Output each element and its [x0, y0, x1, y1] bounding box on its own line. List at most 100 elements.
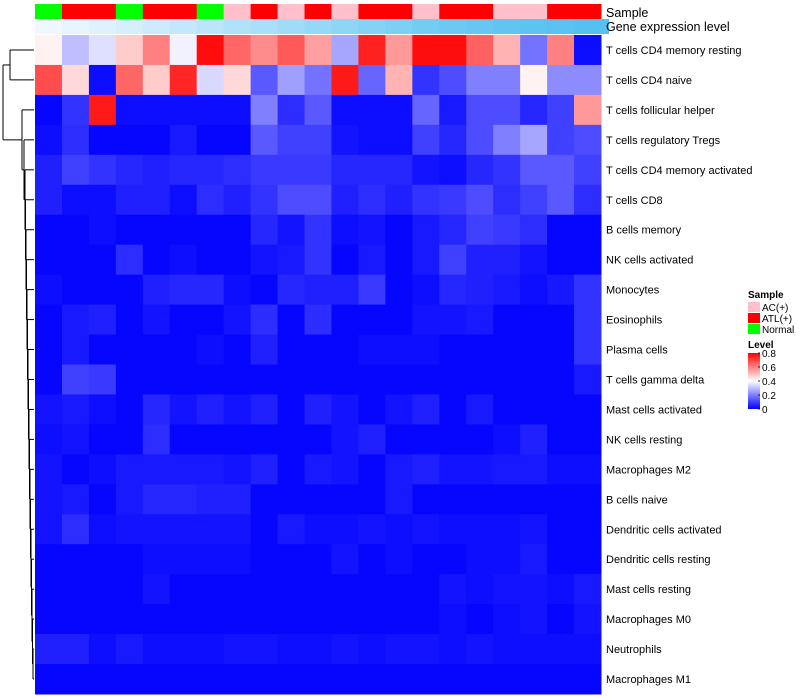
heatmap-cell [223, 304, 252, 336]
heatmap-cell [61, 214, 90, 246]
heatmap-cell [574, 274, 602, 306]
heatmap-cell [439, 64, 467, 96]
heatmap-cell [61, 184, 90, 216]
expression-annotation-cell [223, 19, 252, 34]
heatmap-cell [385, 154, 413, 186]
heatmap-cell [385, 364, 413, 395]
heatmap-cell [574, 544, 602, 575]
heatmap-cell [61, 664, 90, 695]
heatmap-cell [115, 364, 144, 395]
heatmap-cell [250, 484, 279, 515]
expression-annotation-cell [439, 19, 467, 34]
heatmap-cell [358, 544, 386, 575]
heatmap-cell [547, 604, 575, 635]
row-label: T cells CD4 naive [606, 75, 692, 87]
heatmap-cell [196, 664, 225, 695]
heatmap-cell [304, 304, 332, 336]
heatmap-cell [412, 664, 440, 695]
heatmap-cell [277, 244, 306, 276]
heatmap-cell [547, 304, 575, 336]
heatmap-cell [277, 154, 306, 186]
heatmap-cell [466, 604, 494, 635]
heatmap-cell [223, 124, 252, 156]
heatmap-cell [304, 484, 332, 515]
heatmap-cell [277, 664, 306, 695]
sample-annotation-cell [466, 4, 494, 19]
sample-annotation-cell [574, 4, 602, 19]
heatmap-cell [439, 364, 467, 395]
row-label: T cells CD8 [606, 195, 663, 207]
row-label: T cells gamma delta [606, 374, 705, 386]
heatmap-cell [35, 634, 63, 665]
heatmap-cell [493, 394, 521, 425]
expression-annotation-cell [547, 19, 575, 34]
heatmap-cell [412, 394, 440, 425]
heatmap-cell [115, 94, 144, 126]
heatmap-cell [358, 364, 386, 395]
heatmap-cell [169, 364, 198, 395]
heatmap-cell [520, 604, 548, 635]
heatmap-cell [88, 94, 117, 126]
heatmap-cell [142, 664, 171, 695]
heatmap-cell [223, 364, 252, 395]
heatmap-cell [412, 364, 440, 395]
heatmap-cell [142, 454, 171, 485]
sample-annotation-cell [88, 4, 117, 19]
heatmap-cell [466, 334, 494, 365]
heatmap-cell [574, 214, 602, 246]
heatmap-cell [142, 35, 171, 66]
heatmap-cell [520, 214, 548, 246]
heatmap-cell [88, 124, 117, 156]
heatmap-cell [35, 664, 63, 695]
heatmap-cell [115, 514, 144, 545]
heatmap-cell [277, 514, 306, 545]
heatmap-cell [466, 64, 494, 96]
heatmap-cell [331, 154, 359, 186]
heatmap-cell [223, 274, 252, 306]
heatmap-cell [358, 94, 386, 126]
heatmap-cell [304, 154, 332, 186]
heatmap-cell [493, 514, 521, 545]
heatmap-cell [385, 184, 413, 216]
heatmap-cell [520, 154, 548, 186]
heatmap-cell [439, 274, 467, 306]
heatmap-cell [520, 664, 548, 695]
heatmap-cell [358, 454, 386, 485]
expression-annotation-cell [304, 19, 332, 34]
heatmap-cell [61, 484, 90, 515]
heatmap-cell [439, 35, 467, 66]
heatmap-cell [35, 394, 63, 425]
heatmap-cell [88, 544, 117, 575]
heatmap-cell [250, 634, 279, 665]
heatmap-cell [169, 574, 198, 605]
heatmap-cell [520, 334, 548, 365]
heatmap-cell [493, 484, 521, 515]
heatmap-cell [35, 244, 63, 276]
heatmap-cell [574, 454, 602, 485]
heatmap-cell [520, 244, 548, 276]
heatmap-cell [439, 484, 467, 515]
heatmap-cell [115, 124, 144, 156]
heatmap-cell [169, 334, 198, 365]
heatmap-cell [88, 574, 117, 605]
heatmap-cell [304, 184, 332, 216]
expression-annotation-cell [142, 19, 171, 34]
heatmap-cell [115, 574, 144, 605]
sample-annotation-cell [169, 4, 198, 19]
heatmap-cell [385, 394, 413, 425]
heatmap-cell [574, 664, 602, 695]
heatmap-cell [196, 94, 225, 126]
heatmap-cell [412, 154, 440, 186]
heatmap-cell [61, 334, 90, 365]
heatmap-cell [412, 454, 440, 485]
heatmap-cell [61, 394, 90, 425]
heatmap-cell [439, 184, 467, 216]
heatmap-cell [35, 454, 63, 485]
heatmap-cell [35, 64, 63, 96]
heatmap-cell [439, 664, 467, 695]
heatmap-cell [277, 574, 306, 605]
heatmap-cell [385, 424, 413, 455]
sample-annotation-cell [142, 4, 171, 19]
legend-level-ticks: 0.8 0.6 0.4 0.2 0 [758, 349, 776, 416]
legend-sample-entries: AC(+)ATL(+)Normal [748, 302, 794, 336]
